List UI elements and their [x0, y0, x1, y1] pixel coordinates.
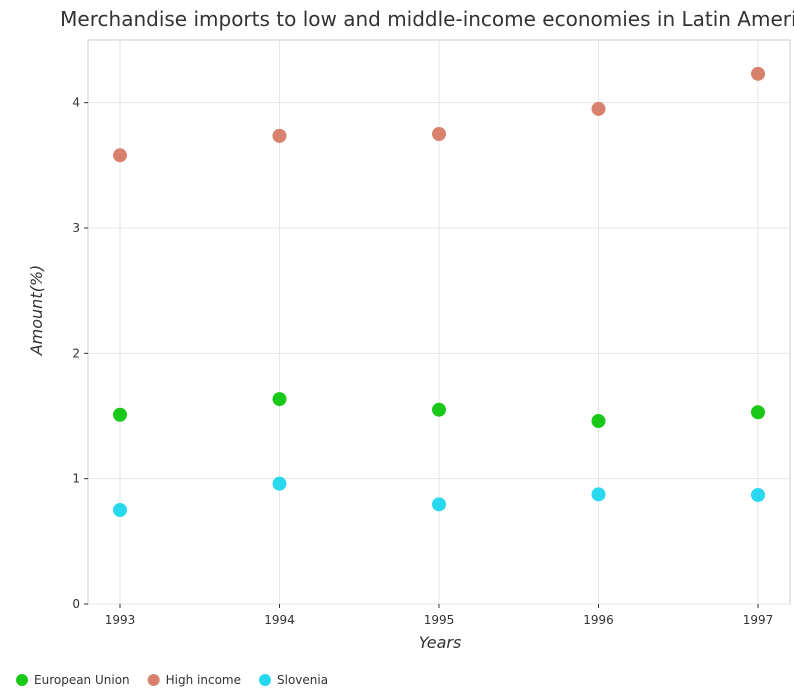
point-european-union-1993 [113, 407, 127, 422]
x-tick-label: 1997 [743, 613, 774, 627]
y-tick-label: 4 [72, 96, 80, 110]
legend-label-european-union: European Union [34, 673, 130, 687]
point-slovenia-1993 [113, 503, 127, 517]
legend-marker-high-income [147, 674, 160, 686]
y-tick-label: 2 [72, 346, 80, 360]
point-high-income-1994 [272, 128, 287, 143]
point-slovenia-1996 [591, 487, 606, 502]
axes: 0 1 2 3 4 1993 1994 1995 1996 1997 [72, 96, 773, 627]
x-axis-label: Years [419, 633, 462, 652]
point-european-union-1996 [591, 414, 606, 429]
point-slovenia-1995 [432, 497, 446, 512]
legend-marker-slovenia [259, 674, 272, 686]
legend-label-high-income: High income [166, 673, 241, 687]
y-tick-label: 3 [72, 221, 80, 235]
legend-label-slovenia: Slovenia [277, 673, 328, 687]
y-tick-label: 0 [72, 597, 80, 611]
x-tick-label: 1995 [424, 613, 455, 627]
point-high-income-1993 [113, 148, 127, 163]
legend-marker-european-union [16, 674, 28, 686]
x-tick-label: 1993 [105, 613, 136, 627]
y-axis-label: Amount(%) [27, 265, 46, 357]
x-tick-label: 1994 [264, 613, 295, 627]
point-european-union-1994 [272, 392, 287, 407]
point-slovenia-1994 [272, 476, 287, 491]
point-high-income-1995 [432, 127, 446, 141]
point-high-income-1997 [751, 66, 765, 81]
y-tick-label: 1 [72, 472, 80, 486]
legend: European Union High income Slovenia [16, 673, 328, 687]
data-points [113, 66, 765, 517]
x-tick-label: 1996 [583, 613, 614, 627]
grid [87, 39, 791, 605]
point-slovenia-1997 [751, 487, 765, 502]
point-high-income-1996 [591, 101, 606, 116]
point-european-union-1995 [432, 402, 446, 417]
point-european-union-1997 [751, 405, 765, 420]
chart-title: Merchandise imports to low and middle-in… [60, 7, 794, 31]
